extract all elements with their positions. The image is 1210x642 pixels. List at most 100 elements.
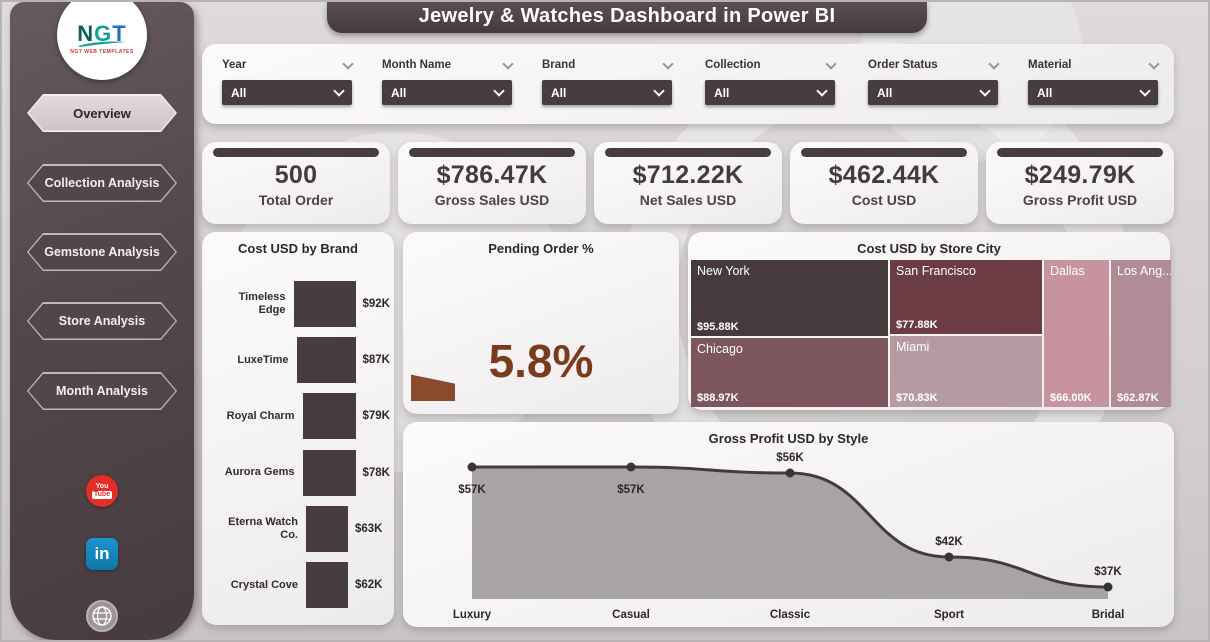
filter-dropdown[interactable]: All [705, 80, 835, 105]
kpi-label: Cost USD [851, 192, 917, 208]
tile-value: $95.88K [697, 321, 739, 333]
treemap-tile-chicago[interactable]: Chicago $88.97K [691, 338, 888, 407]
bar-value-label: $92K [362, 298, 391, 311]
tile-value: $62.87K [1117, 392, 1159, 404]
youtube-icon[interactable]: You Tube [86, 475, 118, 507]
kpi-gross-sales: $786.47K Gross Sales USD [398, 142, 586, 224]
sidebar-item-label: Overview [73, 105, 131, 121]
logo-swoosh-icon [78, 41, 126, 47]
chevron-down-icon [493, 85, 505, 97]
kpi-net-sales: $712.22K Net Sales USD [594, 142, 782, 224]
sidebar-item-store-analysis[interactable]: Store Analysis [27, 302, 177, 340]
filter-material: Material All [1028, 57, 1160, 105]
svg-text:$37K: $37K [1094, 566, 1122, 578]
sidebar-item-label: Gemstone Analysis [44, 245, 160, 259]
logo-text: NGT [77, 20, 127, 46]
sidebar-item-month-analysis[interactable]: Month Analysis [27, 372, 177, 410]
kpi-label: Net Sales USD [639, 192, 737, 208]
sidebar: NGT NGT WEB TEMPLATES Overview Collectio… [10, 2, 194, 640]
sidebar-item-label: Collection Analysis [44, 176, 160, 190]
filter-dropdown[interactable]: All [542, 80, 672, 105]
logo-letter: T [112, 20, 127, 46]
linkedin-icon[interactable]: in [86, 538, 118, 570]
kpi-top-bar [605, 148, 771, 157]
chevron-down-icon[interactable] [502, 57, 514, 70]
chevron-down-icon [333, 85, 345, 97]
filter-label: Order Status [868, 59, 938, 71]
kpi-top-bar [997, 148, 1163, 157]
filter-order-status: Order Status All [868, 57, 1000, 105]
bar[interactable] [306, 561, 348, 608]
area-chart[interactable]: $57K Luxury $57K Casual $56K Classic $42K Sport… [403, 422, 1174, 627]
page-title: Jewelry & Watches Dashboard in Power BI [327, 2, 927, 33]
ngt-logo: NGT NGT WEB TEMPLATES [57, 2, 147, 80]
chevron-down-icon[interactable] [342, 57, 354, 70]
chevron-down-icon[interactable] [662, 57, 674, 70]
svg-text:$57K: $57K [617, 484, 645, 496]
chevron-down-icon[interactable] [1148, 57, 1160, 70]
tile-name: New York [697, 264, 750, 278]
kpi-gross-profit: $249.79K Gross Profit USD [986, 142, 1174, 224]
svg-text:$57K: $57K [458, 484, 486, 496]
chart-pending-order: Pending Order % 5.8% [403, 232, 679, 414]
bar[interactable] [296, 337, 356, 384]
sidebar-item-overview[interactable]: Overview [27, 94, 177, 132]
bar-value-label: $79K [362, 410, 391, 423]
filter-label: Brand [542, 59, 576, 71]
filter-dropdown[interactable]: All [868, 80, 998, 105]
filter-value: All [1037, 85, 1053, 100]
svg-text:$56K: $56K [776, 452, 804, 464]
bar-category-label: LuxeTime [237, 353, 289, 366]
bar-value-label: $62K [355, 578, 383, 591]
kpi-total-order: 500 Total Order [202, 142, 390, 224]
treemap-tile-san-francisco[interactable]: San Francisco $77.88K [890, 260, 1042, 334]
kpi-label: Gross Profit USD [1022, 192, 1138, 208]
filter-label: Material [1028, 59, 1072, 71]
bar[interactable] [302, 449, 356, 496]
kpi-top-bar [409, 148, 575, 157]
svg-text:Classic: Classic [770, 609, 811, 621]
bar-row: Timeless Edge $92K [212, 276, 390, 332]
bar[interactable] [306, 505, 348, 552]
sidebar-item-label: Month Analysis [56, 384, 148, 398]
chevron-down-icon [653, 85, 665, 97]
treemap-tile-new-york[interactable]: New York $95.88K [691, 260, 888, 336]
bar[interactable] [293, 281, 356, 328]
bar[interactable] [302, 393, 356, 440]
tile-name: Miami [896, 340, 930, 354]
bar-value-label: $78K [362, 466, 391, 479]
sidebar-item-gemstone-analysis[interactable]: Gemstone Analysis [27, 233, 177, 271]
bar-row: LuxeTime $87K [212, 332, 390, 388]
website-globe-icon[interactable] [86, 600, 118, 632]
filter-label: Collection [705, 59, 761, 71]
filter-month-name: Month Name All [382, 57, 514, 105]
chart-title: Cost USD by Store City [857, 241, 1001, 256]
chart-cost-by-store-city: Cost USD by Store City New York $95.88K … [688, 232, 1171, 410]
chevron-down-icon[interactable] [825, 57, 837, 70]
bar-value-label: $63K [355, 522, 383, 535]
sidebar-item-collection-analysis[interactable]: Collection Analysis [27, 164, 177, 202]
treemap-tile-dallas[interactable]: Dallas $66.00K [1044, 260, 1109, 407]
kpi-value: $249.79K [1024, 161, 1136, 189]
filter-value: All [391, 85, 407, 100]
gauge-value: 5.8% [488, 335, 594, 387]
bar-row: Royal Charm $79K [212, 388, 390, 444]
svg-text:Luxury: Luxury [453, 609, 492, 621]
filter-year: Year All [222, 57, 354, 105]
tile-value: $70.83K [896, 392, 938, 404]
filter-value: All [877, 85, 893, 100]
svg-text:Sport: Sport [934, 609, 964, 621]
filter-dropdown[interactable]: All [222, 80, 352, 105]
filter-dropdown[interactable]: All [1028, 80, 1158, 105]
kpi-value: $712.22K [632, 161, 744, 189]
chevron-down-icon [816, 85, 828, 97]
treemap-tile-miami[interactable]: Miami $70.83K [890, 336, 1042, 407]
treemap-tile-los-angeles[interactable]: Los Ang... $62.87K [1111, 260, 1171, 407]
bar-rows: Timeless Edge $92K LuxeTime $87K Royal C… [212, 276, 390, 613]
filter-panel: Year All Month Name All Brand All Collec… [202, 44, 1174, 124]
svg-text:Casual: Casual [612, 609, 650, 621]
chevron-down-icon[interactable] [988, 57, 1000, 70]
filter-dropdown[interactable]: All [382, 80, 512, 105]
filter-label: Month Name [382, 59, 451, 71]
bar-category-label: Crystal Cove [230, 578, 298, 591]
